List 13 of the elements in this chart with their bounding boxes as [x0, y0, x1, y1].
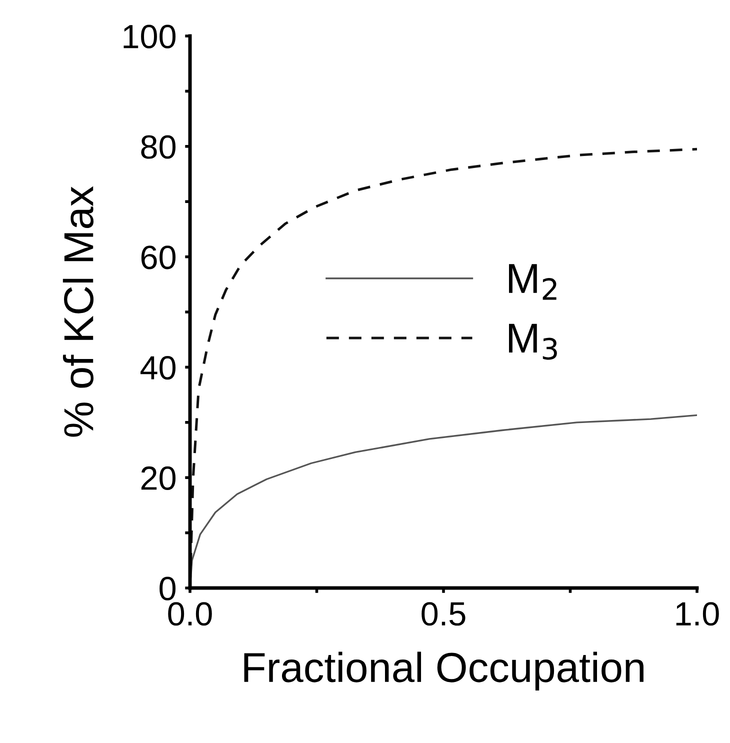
x-tick-label: 1.0 [676, 602, 719, 626]
y-tick-label: 80 [141, 135, 176, 159]
y-axis-title: % of KCl Max [62, 186, 94, 437]
x-tick-label: 0.5 [422, 602, 466, 626]
y-tick-label: 40 [140, 356, 176, 380]
y-tick-label: 0 [160, 576, 176, 600]
x-tick-label: 0.0 [168, 602, 212, 626]
x-axis-title: Fractional Occupation [244, 652, 644, 691]
y-tick-label: 100 [124, 24, 176, 48]
y-tick-label: 60 [141, 246, 176, 270]
legend-label: M$_{3}$ [509, 324, 557, 360]
legend-label: M$_{2}$ [509, 264, 556, 300]
y-tick-label: 20 [141, 466, 176, 490]
